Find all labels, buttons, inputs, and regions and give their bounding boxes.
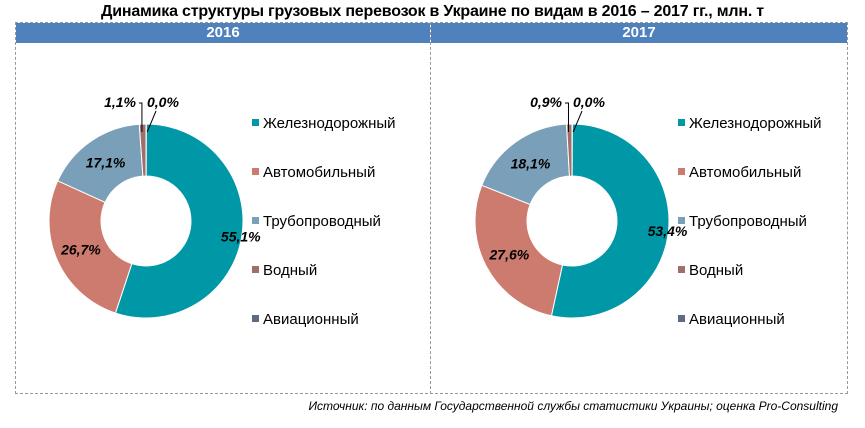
donut-slice-auto-2016 <box>48 180 133 314</box>
legend-marker-auto <box>678 168 685 175</box>
donut-slice-auto-2017 <box>474 184 564 317</box>
data-label-pipe: 18,1% <box>511 155 551 171</box>
leader-line <box>146 110 157 133</box>
legend-marker-pipe <box>252 217 259 224</box>
donut-slice-rail-2016 <box>114 123 244 319</box>
legend-marker-rail <box>678 119 685 126</box>
data-label-pipe: 17,1% <box>86 155 126 171</box>
legend-marker-auto <box>252 168 259 175</box>
data-label-rail: 55,1% <box>221 228 261 244</box>
legend-marker-water <box>252 266 259 273</box>
legend-marker-air <box>252 315 259 322</box>
data-label-water: 1,1% <box>104 94 136 110</box>
donut-slice-rail-2017 <box>550 123 670 319</box>
legend-label-rail: Железнодорожный <box>263 115 396 132</box>
data-label-water: 0,9% <box>530 94 562 110</box>
leader-line <box>572 110 583 133</box>
legend-label-water: Водный <box>689 262 743 279</box>
legend-marker-pipe <box>678 217 685 224</box>
legend-label-rail: Железнодорожный <box>689 115 822 132</box>
panel-header-2016: 2016 <box>16 23 430 43</box>
source-note: Источник: по данным Государственной служ… <box>308 399 838 413</box>
leader-line <box>565 102 569 133</box>
chart-title: Динамика структуры грузовых перевозок в … <box>101 3 764 20</box>
legend-marker-water <box>678 266 685 273</box>
legend-label-water: Водный <box>263 262 317 279</box>
leader-line <box>139 102 143 133</box>
data-label-rail: 53,4% <box>648 223 688 239</box>
data-label-auto: 27,6% <box>489 246 530 262</box>
legend-label-air: Авиационный <box>263 311 359 328</box>
data-label-auto: 26,7% <box>60 241 101 257</box>
chart-frame <box>15 22 848 394</box>
legend-label-pipe: Трубопроводный <box>689 213 807 230</box>
legend-marker-air <box>678 315 685 322</box>
legend-label-auto: Автомобильный <box>689 164 801 181</box>
data-label-air: 0,0% <box>573 94 605 110</box>
legend-marker-rail <box>252 119 259 126</box>
panel-header-2017: 2017 <box>431 23 847 43</box>
panel-divider <box>430 22 431 394</box>
legend-label-auto: Автомобильный <box>263 164 375 181</box>
legend-label-air: Авиационный <box>689 311 785 328</box>
legend-label-pipe: Трубопроводный <box>263 213 381 230</box>
data-label-air: 0,0% <box>147 94 179 110</box>
